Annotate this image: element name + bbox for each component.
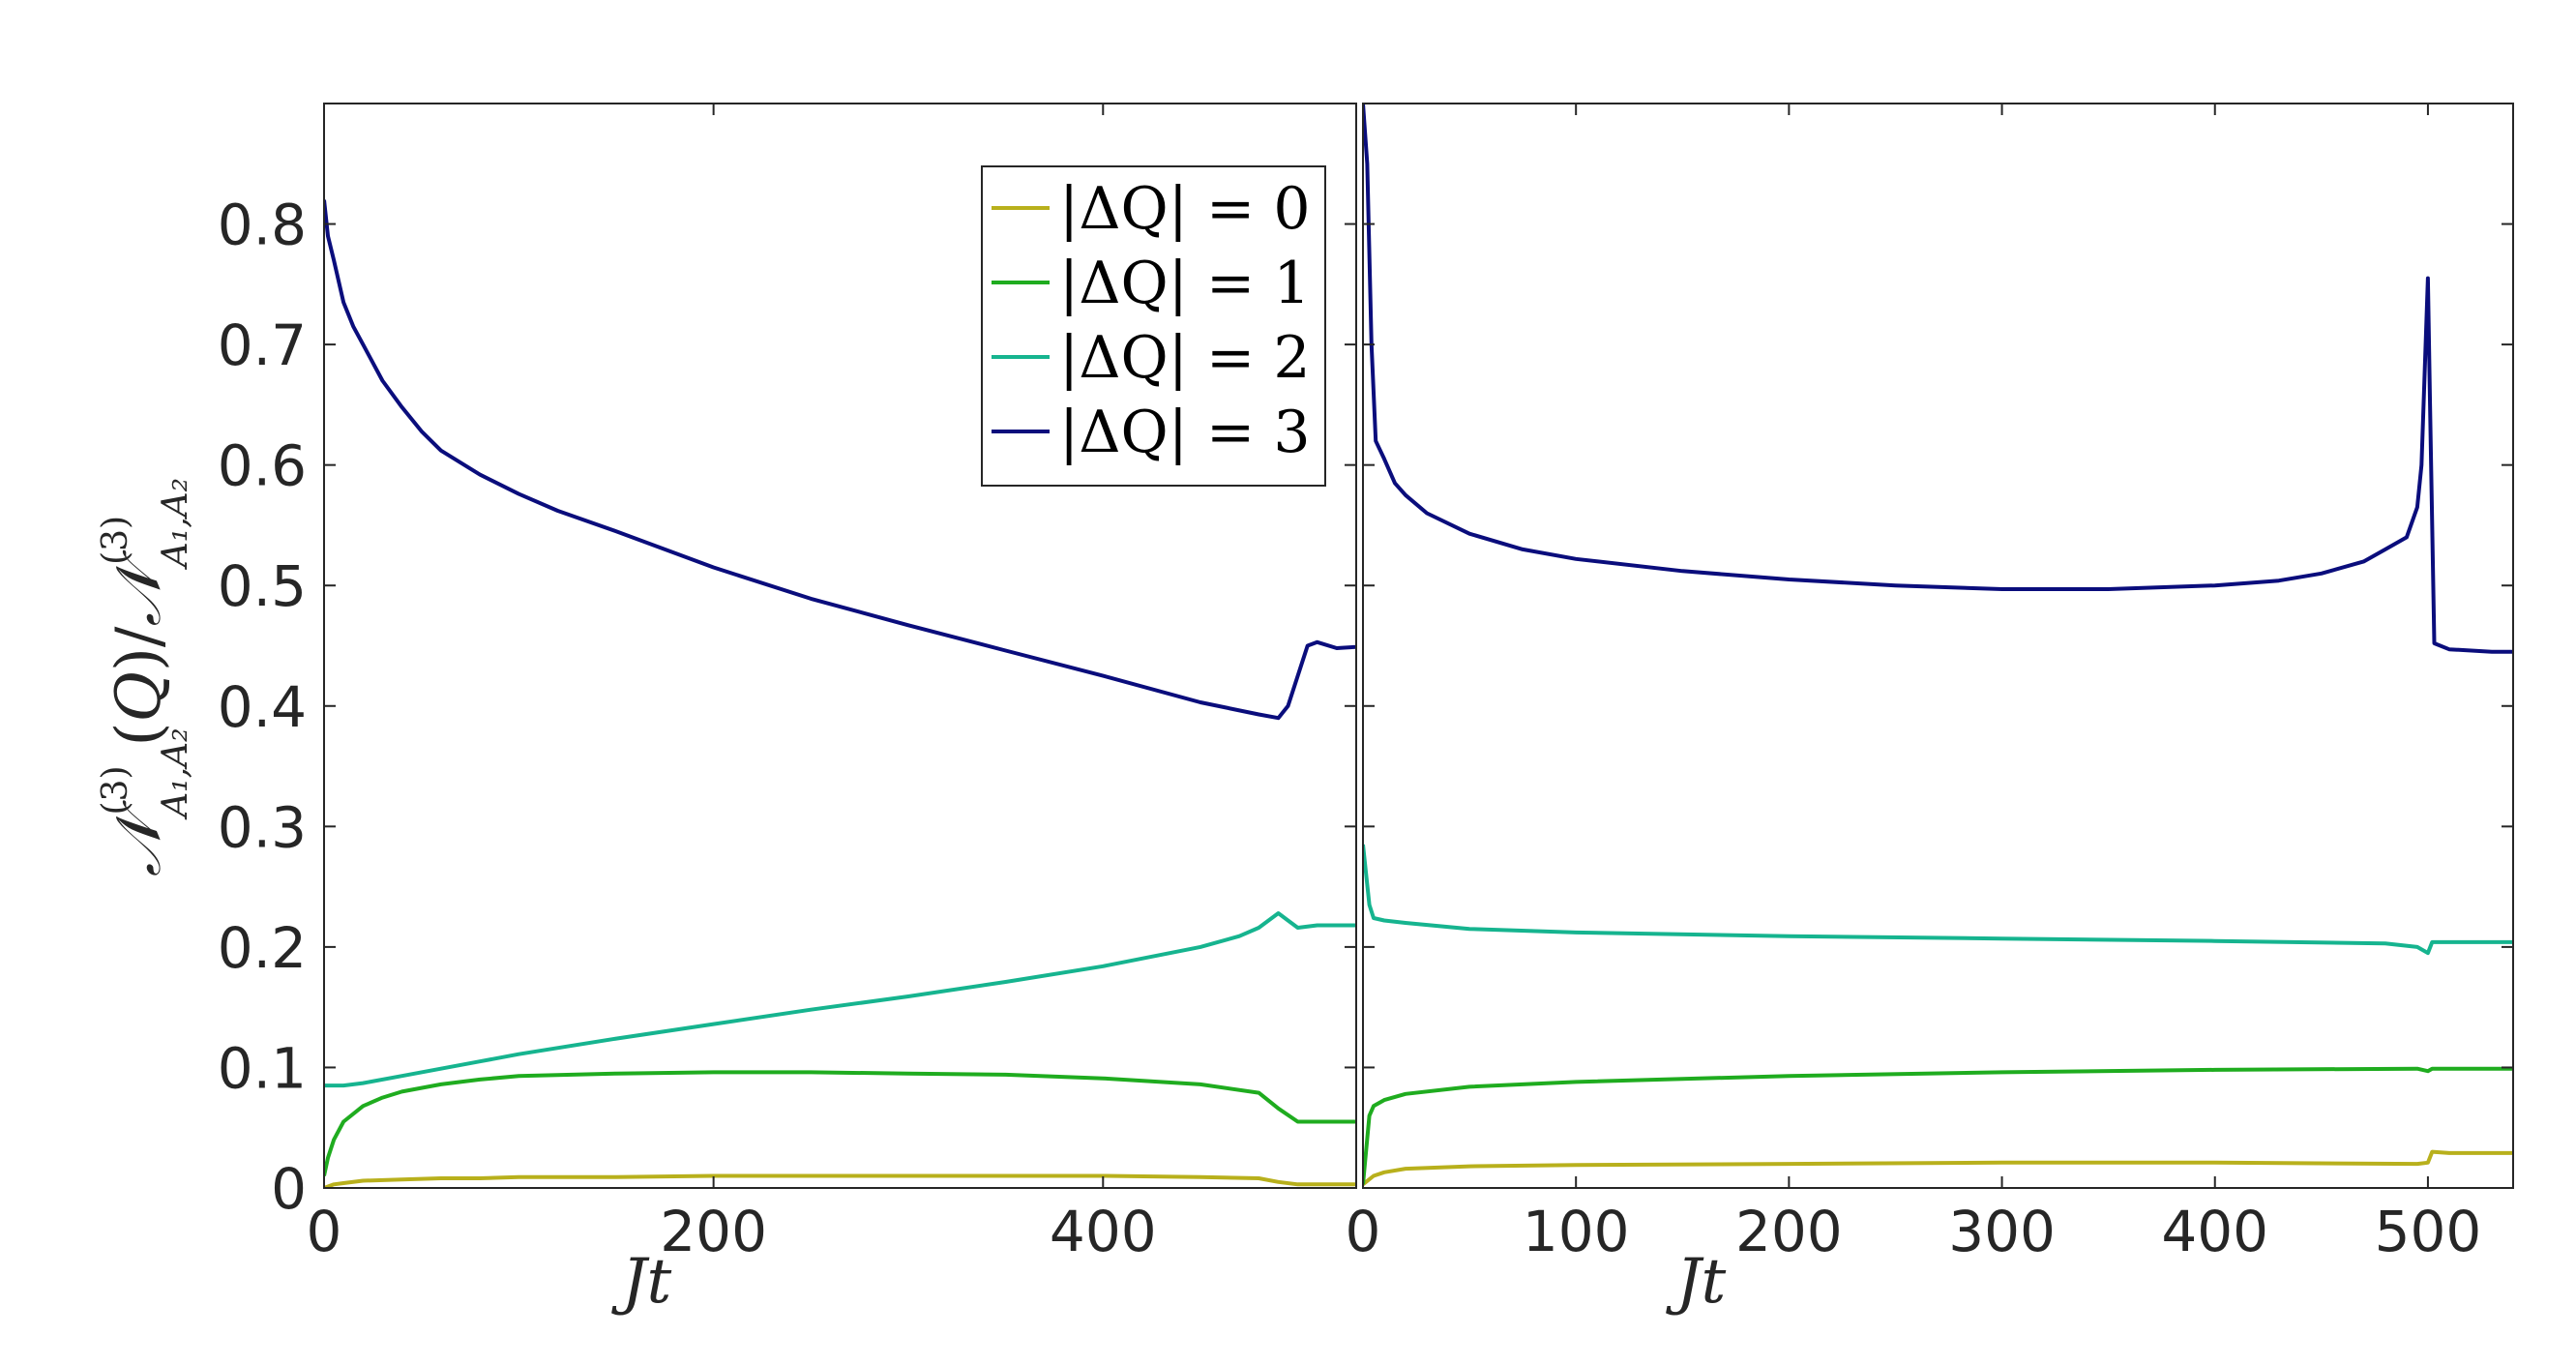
- legend-label: |ΔQ| = 0: [1059, 175, 1311, 243]
- legend-entry-2: |ΔQ| = 2: [992, 324, 1311, 392]
- x-tick-label: 400: [2161, 1199, 2268, 1264]
- axes-frame: [323, 103, 1357, 1189]
- x-tick-label: 300: [1948, 1199, 2056, 1264]
- legend-label: |ΔQ| = 2: [1059, 324, 1311, 392]
- legend-label: |ΔQ| = 1: [1059, 250, 1311, 317]
- y-tick-label: 0.6: [218, 433, 307, 499]
- series-group: [324, 199, 1356, 1188]
- right-panel: 0 100 200 300 400 500 Jt: [1346, 103, 2514, 1318]
- y-tick-label: 0: [271, 1156, 307, 1222]
- x-tick-label: 500: [2375, 1199, 2482, 1264]
- svg-text:𝒩A₁,A₂(3)(Q)/𝒩A₁,A₂(3): 𝒩A₁,A₂(3)(Q)/𝒩A₁,A₂(3): [96, 478, 195, 876]
- series-line-0: [1363, 1149, 2513, 1186]
- series-group: [1363, 104, 2513, 1186]
- legend-entry-3: |ΔQ| = 3: [992, 399, 1311, 466]
- y-tick-label: 0.2: [218, 915, 307, 981]
- x-tick-label: 400: [1050, 1199, 1157, 1264]
- y-tick-label: 0.4: [218, 674, 307, 740]
- legend-entry-1: |ΔQ| = 1: [992, 250, 1311, 317]
- y-tick-label: 0.7: [218, 312, 307, 378]
- y-tick-label: 0.3: [218, 794, 307, 860]
- x-tick-label: 0: [307, 1199, 342, 1264]
- x-tick-label: 200: [1735, 1199, 1843, 1264]
- y-tick-label: 0.1: [218, 1035, 307, 1101]
- x-tick-label: 200: [660, 1199, 767, 1264]
- legend: |ΔQ| = 0 |ΔQ| = 1 |ΔQ| = 2 |ΔQ| = 3: [981, 165, 1326, 487]
- axes-frame: [1362, 103, 2514, 1189]
- legend-label: |ΔQ| = 3: [1059, 399, 1311, 466]
- series-line-1: [324, 1070, 1356, 1176]
- legend-entry-0: |ΔQ| = 0: [992, 175, 1311, 243]
- y-axis-title: 𝒩A₁,A₂(3)(Q)/𝒩A₁,A₂(3): [96, 478, 195, 876]
- x-axis-title: Jt: [611, 1246, 672, 1318]
- y-tick-label: 0.8: [218, 193, 307, 258]
- y-tick-label: 0.5: [218, 553, 307, 619]
- x-tick-label: 0: [1346, 1199, 1381, 1264]
- series-line-3: [324, 199, 1356, 721]
- plot-area: [1363, 104, 2513, 1188]
- x-tick-label: 100: [1523, 1199, 1630, 1264]
- series-line-1: [1363, 1066, 2513, 1185]
- series-line-2: [324, 911, 1356, 1088]
- series-line-3: [1363, 104, 2513, 654]
- x-axis-title: Jt: [1666, 1246, 1727, 1318]
- series-line-2: [1363, 844, 2513, 956]
- series-line-0: [324, 1173, 1356, 1188]
